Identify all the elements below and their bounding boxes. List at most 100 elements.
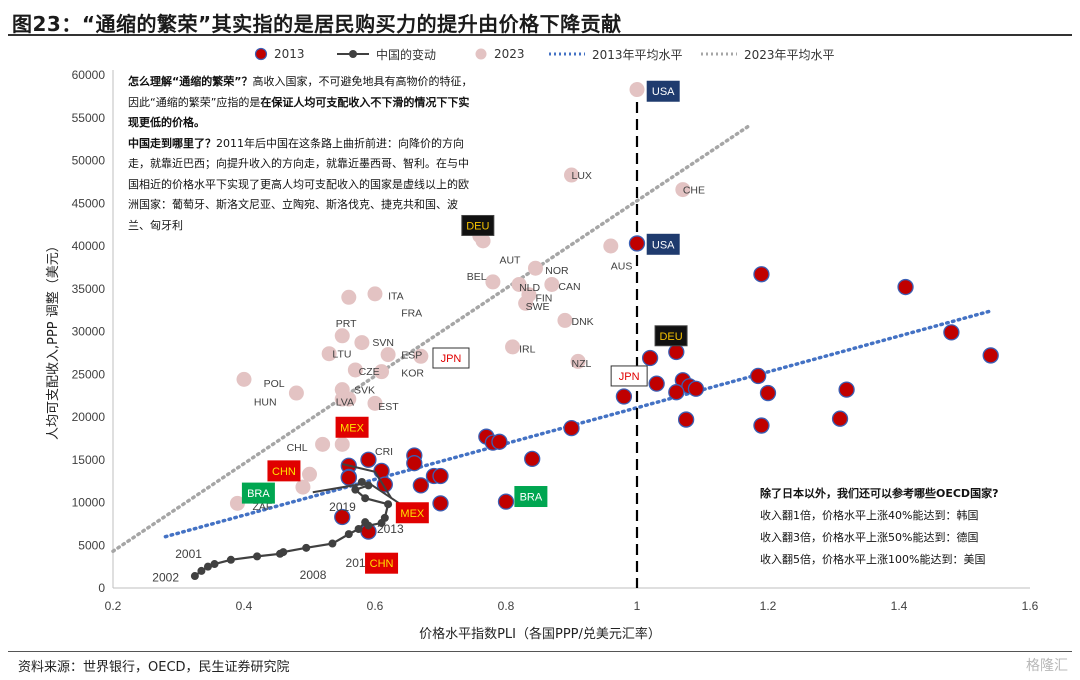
china-year-label: 2008 [300, 568, 327, 582]
country-label: POL [264, 378, 285, 390]
point-2013 [628, 235, 646, 252]
point-2023 [341, 289, 357, 305]
country-label: SVK [354, 385, 375, 397]
country-label: NOR [545, 265, 569, 277]
x-tick-label: 0.4 [236, 599, 253, 613]
country-box-usa [646, 80, 680, 102]
country-label: CHE [683, 185, 705, 197]
country-label: KOR [401, 368, 424, 380]
point-2013 [668, 343, 685, 361]
x-tick-label: 1.6 [1022, 599, 1039, 613]
country-label: CHL [287, 442, 308, 454]
title-divider [8, 34, 1072, 36]
china-path-point [364, 481, 373, 490]
country-box-chn [365, 552, 399, 574]
point-2013 [750, 367, 767, 385]
y-tick-label: 5000 [78, 538, 105, 552]
note2-question: 除了日本以外，我们还可以参考哪些OECD国家? [760, 487, 999, 500]
country-box-label: JPN [619, 371, 640, 383]
point-2023 [380, 347, 396, 363]
china-year-label: 2001 [175, 547, 202, 561]
point-2013 [360, 451, 377, 468]
country-label: PRT [336, 318, 357, 330]
china-path-point [328, 539, 337, 548]
country-label: ITA [388, 291, 404, 303]
y-tick-label: 30000 [72, 325, 106, 339]
y-tick-label: 35000 [72, 282, 106, 296]
country-label: EST [378, 401, 399, 413]
point-2013 [753, 417, 770, 434]
y-tick-label: 55000 [72, 111, 106, 125]
country-box-label: JPN [441, 353, 462, 365]
x-tick-label: 1.4 [891, 599, 908, 613]
point-2013 [334, 508, 351, 526]
point-2023 [527, 260, 543, 276]
point-2023 [321, 346, 337, 362]
china-path-point [361, 494, 370, 503]
china-path-point [226, 555, 235, 564]
country-label: SWE [526, 301, 550, 313]
note-paragraph-2: 2011年后中国在这条路上曲折前进：向降价的方向走，就靠近巴西；向提升收入的方向… [128, 136, 469, 232]
country-box-label: MEX [340, 422, 365, 434]
point-2023 [236, 371, 252, 387]
point-2023 [302, 466, 317, 482]
point-2013 [831, 410, 849, 427]
y-tick-label: 15000 [72, 453, 106, 467]
y-tick-label: 10000 [72, 496, 106, 510]
point-2013 [432, 467, 449, 485]
country-box-label: DEU [466, 220, 489, 232]
country-label: AUS [611, 261, 633, 273]
country-box-jpn [610, 365, 648, 387]
legend-label-china: 中国的变动 [376, 47, 437, 62]
country-box-label: MEX [400, 508, 425, 520]
point-2023 [675, 182, 691, 198]
legend-item-avg2023: 2023年平均水平 [700, 44, 835, 64]
point-2023 [564, 167, 579, 183]
source-divider [8, 651, 1072, 652]
point-2023 [511, 276, 527, 292]
country-label: NLD [519, 282, 540, 294]
country-box-chn [267, 460, 301, 482]
china-path-point [344, 530, 353, 539]
y-tick-label: 40000 [72, 239, 106, 253]
source-note: 资料来源：世界银行，OECD，民生证券研究院 [18, 660, 290, 675]
country-box-bra [514, 486, 548, 508]
point-2023 [544, 276, 560, 292]
legend-marker-avg2023 [701, 52, 737, 56]
point-2013 [432, 495, 449, 512]
country-label: DNK [572, 316, 594, 328]
china-path-point [354, 525, 363, 534]
point-2013 [753, 266, 770, 283]
point-2013 [497, 493, 515, 510]
point-2023 [374, 364, 390, 380]
legend-marker-china [337, 50, 369, 58]
y-tick-label: 45000 [72, 196, 106, 210]
point-2023 [518, 295, 534, 311]
legend-item-2023: 2023 [474, 44, 525, 64]
point-2023 [347, 362, 363, 378]
point-2013 [406, 455, 423, 472]
point-2023 [229, 495, 245, 511]
point-2013 [641, 349, 659, 367]
legend-marker-2013 [254, 47, 268, 61]
legend-marker-2023 [475, 48, 487, 60]
point-2023 [505, 339, 521, 355]
point-2013 [373, 462, 390, 480]
china-path-point [190, 572, 199, 581]
point-2013 [759, 384, 777, 402]
y-tick-label: 25000 [72, 367, 106, 381]
y-axis-title: 人均可支配收入,PPP 调整（美元） [46, 239, 61, 440]
y-tick-label: 50000 [72, 154, 106, 168]
china-path-point [351, 485, 360, 494]
point-2023 [288, 385, 304, 401]
country-label: FRA [401, 308, 422, 320]
legend-item-avg2013: 2013年平均水平 [548, 44, 683, 64]
country-label: CRI [375, 446, 393, 458]
point-2023 [485, 274, 501, 290]
avg2023-trend-line [111, 124, 751, 553]
point-2023 [334, 436, 350, 452]
legend-label-avg2023: 2023年平均水平 [744, 47, 835, 62]
point-2023 [367, 395, 383, 411]
country-label: AUT [499, 255, 521, 267]
note2-line-2: 收入翻3倍，价格水平上涨50%能达到：德国 [760, 531, 979, 544]
